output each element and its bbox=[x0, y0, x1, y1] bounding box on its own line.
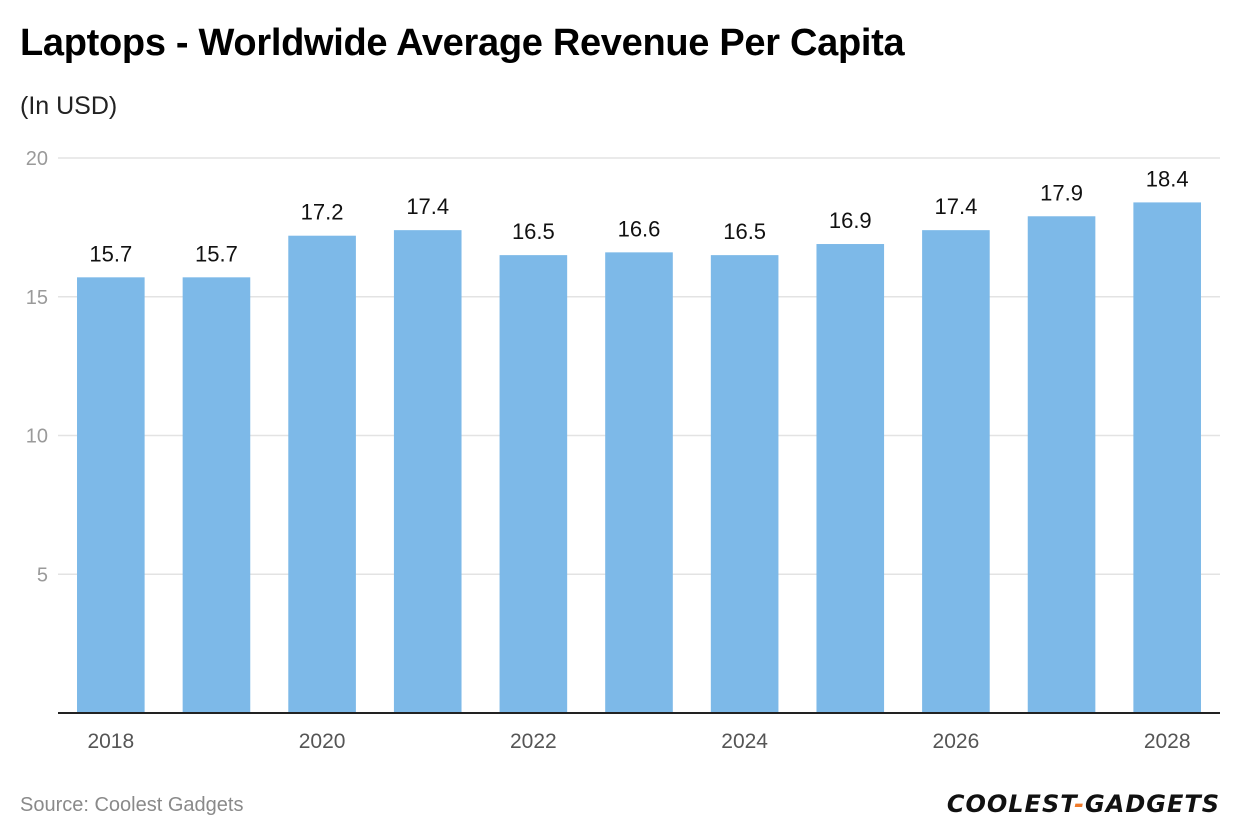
data-label-2021: 17.4 bbox=[406, 194, 449, 219]
bar-2025 bbox=[816, 244, 885, 713]
x-tick-label: 2024 bbox=[721, 730, 768, 753]
bar-2028 bbox=[1133, 202, 1201, 713]
x-tick-label: 2020 bbox=[299, 730, 346, 753]
data-label-2018: 15.7 bbox=[89, 241, 132, 266]
data-label-2028: 18.4 bbox=[1146, 166, 1189, 191]
y-tick-label: 10 bbox=[26, 426, 48, 448]
bar-2024 bbox=[710, 255, 779, 713]
data-label-2025: 16.9 bbox=[829, 208, 872, 233]
brand-left: COOLEST bbox=[946, 790, 1075, 818]
x-tick-label: 2018 bbox=[87, 730, 134, 753]
y-tick-label: 15 bbox=[26, 287, 48, 309]
data-labels: 15.7 15.7 17.2 17.4 16.5 16.6 16.5 16.9 17.4 17.9… bbox=[89, 166, 1188, 266]
data-label-2020: 17.2 bbox=[301, 200, 344, 225]
bar-2019 bbox=[182, 277, 251, 713]
y-axis-ticks: 5 10 15 20 bbox=[26, 148, 48, 586]
bar-2023 bbox=[605, 252, 673, 713]
bar-2027 bbox=[1027, 216, 1096, 713]
data-label-2024: 16.5 bbox=[723, 219, 766, 244]
data-label-2023: 16.6 bbox=[618, 216, 661, 241]
bar-2018 bbox=[77, 277, 145, 713]
chart-subtitle: (In USD) bbox=[20, 92, 118, 120]
bar-2026 bbox=[922, 230, 990, 713]
chart-title: Laptops - Worldwide Average Revenue Per … bbox=[20, 22, 905, 64]
data-label-2019: 15.7 bbox=[195, 241, 238, 266]
bar-2022 bbox=[499, 255, 568, 713]
source-note: Source: Coolest Gadgets bbox=[20, 794, 244, 816]
bars bbox=[77, 202, 1201, 713]
x-tick-label: 2022 bbox=[510, 730, 557, 753]
brand-separator: - bbox=[1074, 790, 1086, 818]
bar-2021 bbox=[393, 230, 462, 713]
x-tick-label: 2026 bbox=[933, 730, 980, 753]
data-label-2026: 17.4 bbox=[934, 194, 977, 219]
y-tick-label: 5 bbox=[37, 564, 48, 586]
data-label-2022: 16.5 bbox=[512, 219, 555, 244]
x-axis-ticks: 2018 2020 2022 2024 2026 2028 bbox=[87, 730, 1190, 753]
x-tick-label: 2028 bbox=[1144, 730, 1191, 753]
data-label-2027: 17.9 bbox=[1040, 180, 1083, 205]
y-tick-label: 20 bbox=[26, 148, 48, 170]
brand-logo: COOLEST-GADGETS bbox=[947, 790, 1220, 818]
brand-right: GADGETS bbox=[1085, 790, 1220, 818]
bar-2020 bbox=[288, 235, 356, 713]
